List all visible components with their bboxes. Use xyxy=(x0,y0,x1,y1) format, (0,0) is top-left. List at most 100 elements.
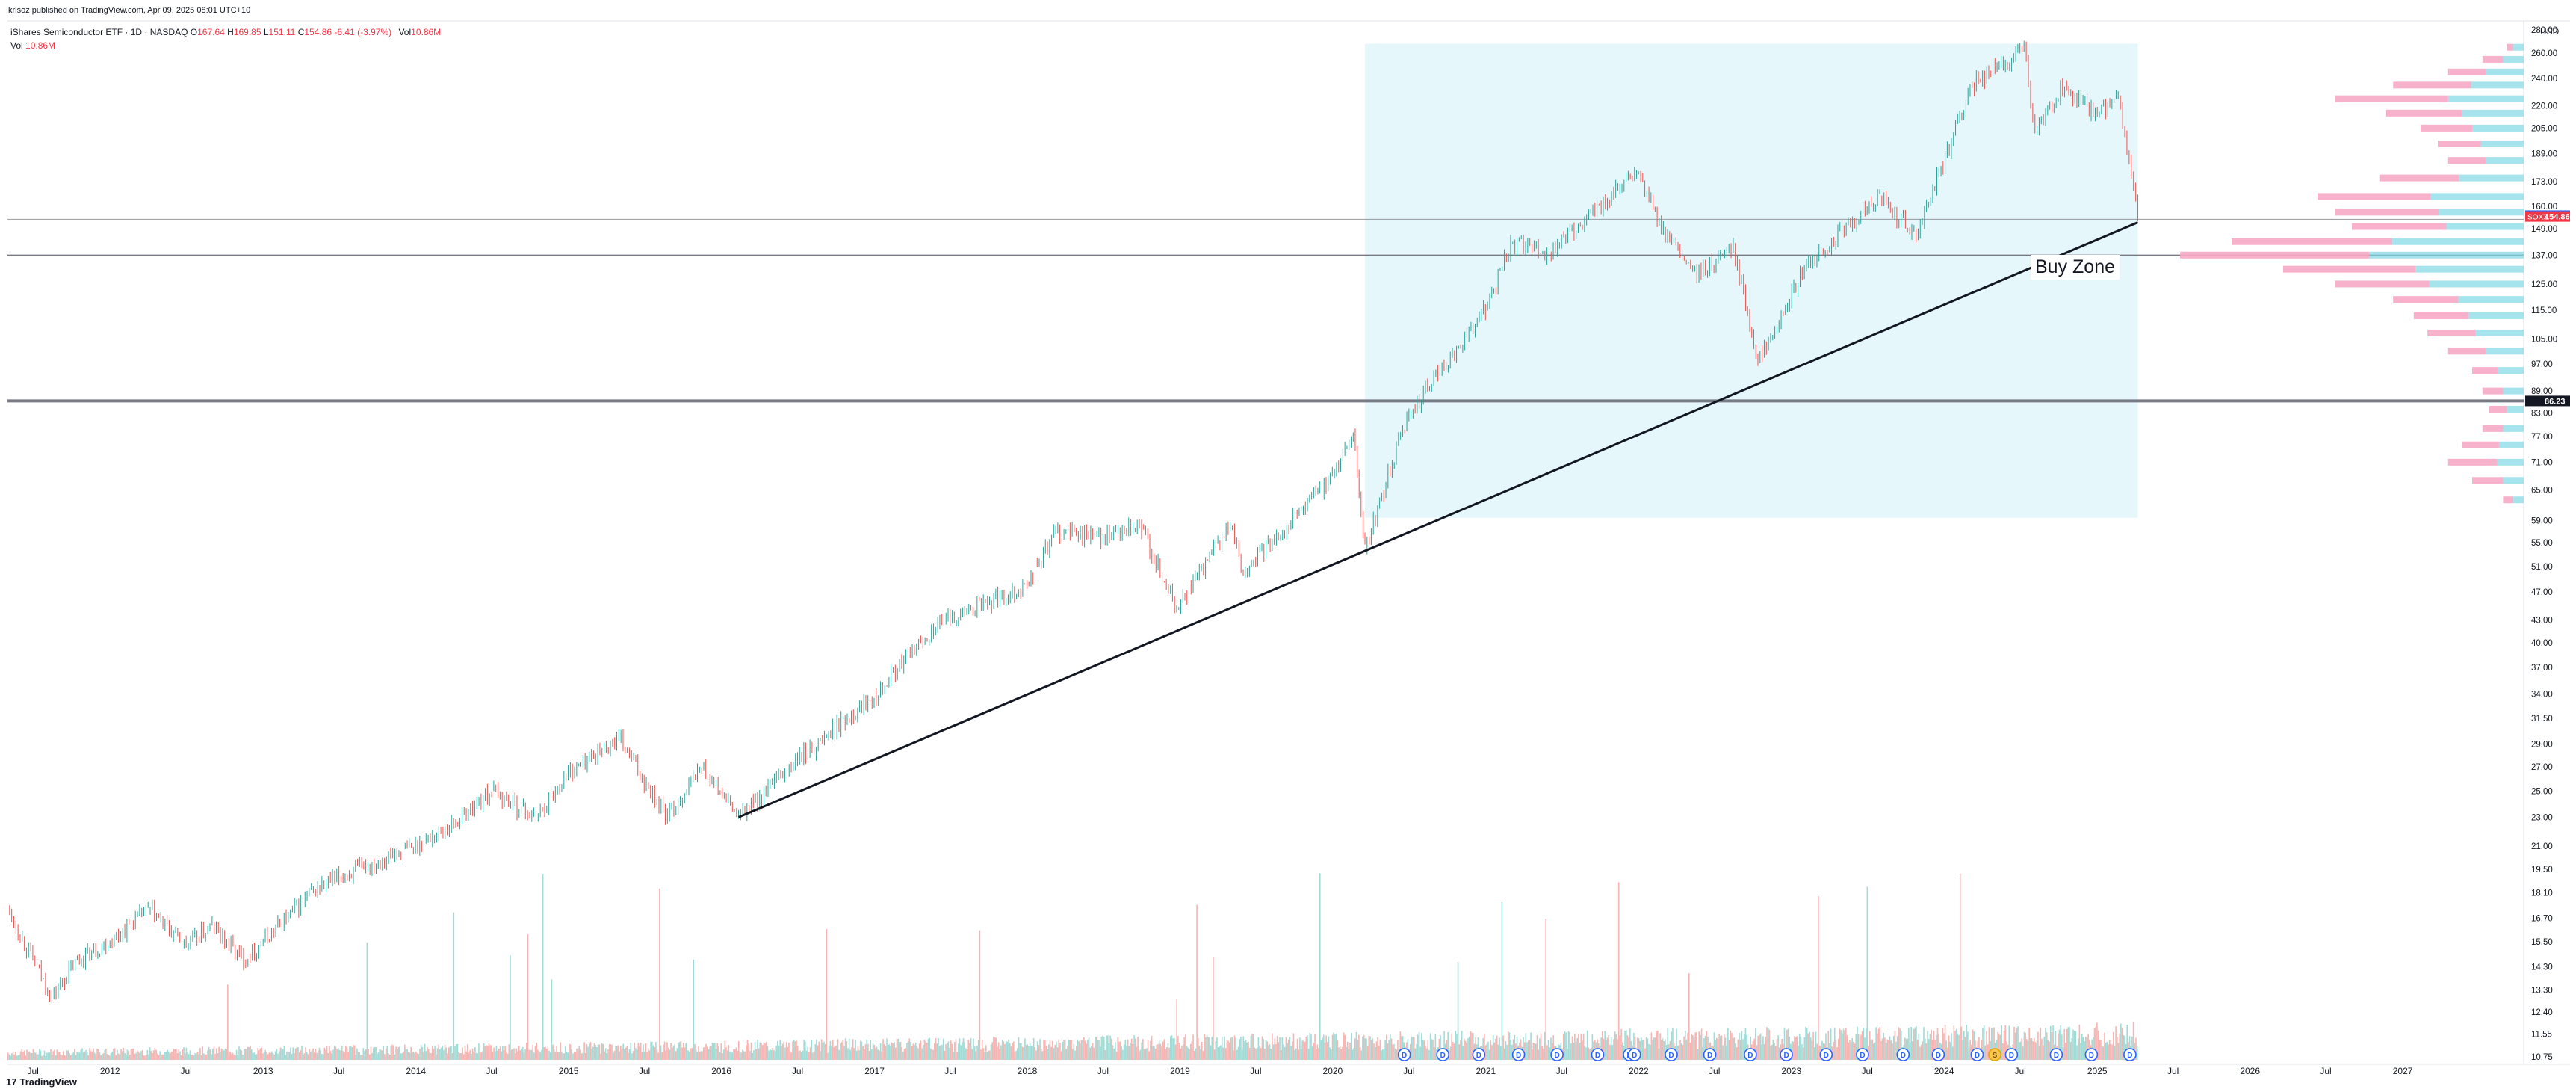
volume-bar xyxy=(445,1047,448,1060)
y-tick-label: 83.00 xyxy=(2531,410,2553,419)
volume-bar xyxy=(464,1046,466,1060)
volume-bar xyxy=(1443,1031,1445,1060)
volume-bar xyxy=(1363,1034,1365,1060)
volume-bar xyxy=(399,1046,400,1060)
volume-bar xyxy=(761,1043,762,1060)
volume-bar xyxy=(462,1054,465,1060)
volume-bar xyxy=(1652,1040,1653,1060)
volume-bar xyxy=(1219,1046,1221,1060)
volume-bar xyxy=(788,1043,790,1060)
volume-bar xyxy=(1384,1040,1386,1060)
volume-bar xyxy=(934,1043,935,1060)
volume-bar xyxy=(1299,1037,1301,1060)
volume-bar xyxy=(126,1049,129,1060)
volume-bar xyxy=(2100,1040,2102,1060)
volume-bar xyxy=(312,1048,314,1060)
volume-bar xyxy=(606,1053,608,1060)
volume-bar xyxy=(1419,1046,1421,1060)
volume-bar xyxy=(1886,1039,1889,1060)
volume-bar xyxy=(2045,1028,2046,1060)
volume-bar xyxy=(2084,1037,2087,1060)
volume-bar xyxy=(1346,1046,1347,1060)
volume-bar xyxy=(912,1043,914,1060)
volume-bar xyxy=(737,1051,738,1060)
volume-bar xyxy=(730,1051,732,1060)
volume-bar xyxy=(976,1046,978,1060)
volume-bar xyxy=(15,1052,16,1060)
volume-bar xyxy=(1181,1046,1183,1060)
volume-bar xyxy=(290,1047,291,1060)
dividend-marker-icon xyxy=(1550,1048,1564,1061)
volume-bar xyxy=(1692,1034,1694,1060)
volume-bar xyxy=(1366,1046,1369,1060)
volume-bar xyxy=(1853,1041,1854,1060)
volume-bar xyxy=(430,1052,432,1060)
volume-bar xyxy=(1111,1038,1112,1060)
volume-bar xyxy=(710,1046,712,1060)
volume-bar xyxy=(1032,1038,1035,1060)
volume-bar xyxy=(93,1048,94,1060)
volume-bar xyxy=(1425,1048,1428,1060)
y-tick-label: 160.00 xyxy=(2531,203,2557,212)
volume-bar xyxy=(258,1050,260,1060)
volume-indicator[interactable]: Vol 10.86M xyxy=(10,40,56,51)
event-marker-label: D xyxy=(1632,1052,1637,1060)
buy-zone-label[interactable]: Buy Zone xyxy=(2031,255,2120,280)
volume-bar xyxy=(2066,1028,2068,1060)
volume-bar xyxy=(1900,1031,1902,1060)
volume-bar xyxy=(922,1044,924,1060)
volume-bar xyxy=(864,1044,867,1060)
volume-bar xyxy=(1582,1034,1585,1060)
volume-bar xyxy=(1700,1028,1703,1060)
volume-bar xyxy=(1549,1047,1551,1060)
volume-bar xyxy=(282,1049,284,1060)
volume-bar xyxy=(2049,1041,2050,1060)
volume-bar xyxy=(223,1050,225,1060)
volume-bar xyxy=(894,1042,895,1060)
volume-bar xyxy=(1261,1036,1263,1060)
volume-bar xyxy=(13,1054,16,1060)
volume-bar xyxy=(758,1048,760,1060)
volume-bar xyxy=(1870,1040,1872,1060)
volume-bar xyxy=(403,1052,404,1060)
volume-bar xyxy=(89,1048,90,1060)
volume-bar xyxy=(1098,1040,1100,1060)
volume-bar xyxy=(1814,1047,1815,1060)
volume-bar xyxy=(1220,1045,1222,1060)
symbol-title[interactable]: iShares Semiconductor ETF · 1D · NASDAQ xyxy=(10,27,188,37)
volume-bar xyxy=(1877,1028,1880,1060)
volume-bar xyxy=(622,1043,624,1060)
event-marker-label: D xyxy=(1824,1052,1829,1060)
volume-bar xyxy=(67,1050,69,1060)
volume-profile-row-pink xyxy=(2335,209,2439,216)
volume-bar xyxy=(1276,1036,1278,1060)
volume-bar xyxy=(651,1041,653,1060)
volume-bar xyxy=(1720,1036,1721,1060)
volume-bar xyxy=(318,1047,321,1060)
tradingview-footer[interactable]: 17 TradingView xyxy=(6,1076,77,1088)
y-tick-label: 71.00 xyxy=(2531,458,2553,467)
volume-bar xyxy=(1263,1039,1264,1060)
volume-profile-row-pink xyxy=(2413,312,2469,319)
volume-bar xyxy=(1854,1043,1856,1060)
volume-bar xyxy=(176,1049,177,1060)
volume-bar xyxy=(835,1046,836,1060)
volume-bar xyxy=(955,1039,957,1060)
volume-bar xyxy=(1287,1043,1288,1060)
volume-bar xyxy=(808,1052,810,1060)
volume-bar xyxy=(353,1044,354,1060)
volume-bar xyxy=(104,1049,105,1060)
volume-bar xyxy=(468,1052,470,1060)
volume-bar xyxy=(1550,1037,1552,1060)
volume-bar xyxy=(817,1045,819,1060)
volume-bar xyxy=(1233,1050,1234,1060)
price-tag-value: 154.86 xyxy=(2545,213,2570,222)
volume-bar xyxy=(1180,1048,1182,1060)
volume-bar xyxy=(663,1041,666,1060)
volume-bar xyxy=(820,1051,821,1060)
volume-bar xyxy=(805,1050,808,1060)
volume-bar xyxy=(276,1049,278,1060)
volume-bar xyxy=(495,1046,498,1060)
volume-bar xyxy=(1394,1048,1396,1060)
